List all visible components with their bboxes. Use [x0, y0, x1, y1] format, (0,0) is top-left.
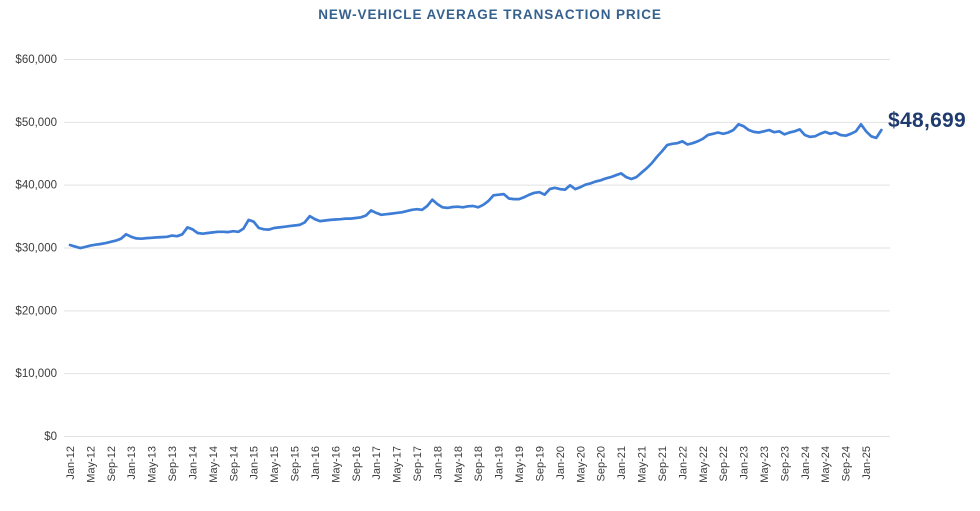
x-axis-label: Sep-24	[841, 446, 853, 481]
y-axis-label: $0	[44, 431, 57, 443]
y-axis-label: $30,000	[15, 243, 57, 255]
x-axis-label: Jan-20	[555, 446, 567, 480]
x-axis-label: May-24	[820, 446, 832, 483]
x-axis-label: May-23	[759, 446, 771, 483]
x-axis-label: Jan-17	[371, 446, 383, 480]
x-axis-label: Jan-22	[677, 446, 689, 480]
x-axis-label: May-19	[514, 446, 526, 483]
x-axis-label: Jan-19	[494, 446, 506, 480]
x-axis-label: Sep-18	[473, 446, 485, 481]
y-axis-label: $40,000	[15, 180, 57, 192]
y-axis-label: $10,000	[15, 368, 57, 380]
x-axis-label: Jan-13	[126, 446, 138, 480]
x-axis-label: Sep-17	[412, 446, 424, 481]
x-axis-label: Sep-22	[718, 446, 730, 481]
x-axis-label: May-14	[208, 446, 220, 483]
x-axis-label: Sep-23	[779, 446, 791, 481]
y-axis-label: $60,000	[15, 54, 57, 66]
x-axis-label: May-17	[392, 446, 404, 483]
x-axis-label: May-21	[637, 446, 649, 483]
y-axis-labels: $0 $10,000 $20,000 $30,000 $40,000 $50,000 $60…	[15, 54, 57, 443]
x-axis-label: Sep-16	[351, 446, 363, 481]
x-axis-label: Jan-16	[310, 446, 322, 480]
y-axis-label: $20,000	[15, 305, 57, 317]
x-axis-label: Sep-14	[228, 446, 240, 481]
chart-title: NEW-VEHICLE AVERAGE TRANSACTION PRICE	[318, 7, 662, 22]
gridlines-group	[64, 59, 890, 437]
x-axis-label: Jan-21	[616, 446, 628, 480]
x-axis-label: May-20	[575, 446, 587, 483]
x-axis-label: Sep-13	[167, 446, 179, 481]
x-axis-label: May-22	[698, 446, 710, 483]
x-axis-label: Jan-25	[861, 446, 873, 480]
x-axis-label: Sep-21	[657, 446, 669, 481]
x-axis-label: Jan-24	[800, 446, 812, 480]
x-axis-label: May-16	[330, 446, 342, 483]
price-line	[68, 122, 883, 250]
x-axis-label: Sep-20	[596, 446, 608, 481]
x-axis-label: Jan-18	[432, 446, 444, 480]
y-axis-label: $50,000	[15, 117, 57, 129]
x-axis-label: Sep-12	[106, 446, 118, 481]
x-axis-label: Sep-19	[535, 446, 547, 481]
x-axis-label: Jan-14	[188, 446, 200, 480]
x-axis-labels: Jan-12 May-12 Sep-12 Jan-13 May-13 Sep-13 Jan-…	[65, 446, 873, 483]
x-axis-label: Jan-23	[739, 446, 751, 480]
x-axis-label: Jan-15	[249, 446, 261, 480]
latest-price-label: $48,699	[888, 109, 967, 132]
x-axis-label: May-15	[269, 446, 281, 483]
x-axis-label: May-13	[147, 446, 159, 483]
x-axis-label: May-12	[85, 446, 97, 483]
x-axis-label: Jan-12	[65, 446, 77, 480]
x-axis-label: May-18	[453, 446, 465, 483]
x-axis-label: Sep-15	[290, 446, 302, 481]
